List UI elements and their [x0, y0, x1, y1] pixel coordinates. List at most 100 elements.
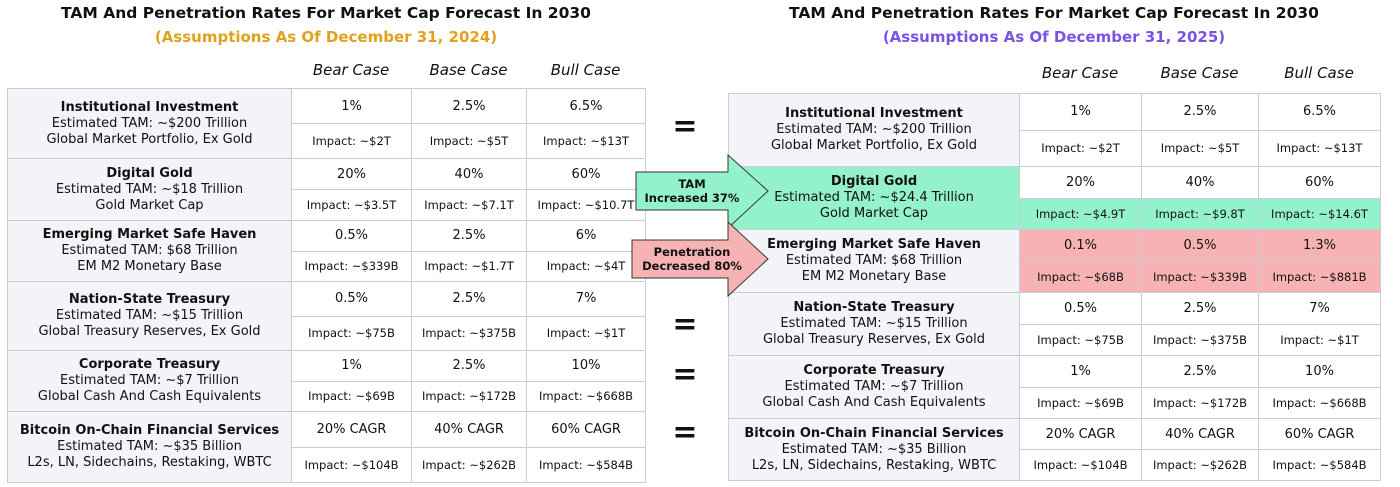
impact-value: Impact: ~$2T — [1019, 129, 1142, 167]
case-value: 1% — [291, 350, 412, 382]
tam: Estimated TAM: ~$200 Trillion — [51, 115, 248, 131]
impact-value: Impact: ~$262B — [1141, 449, 1259, 481]
row-name-cell: Digital Gold Estimated TAM: ~$18 Trillion… — [7, 158, 292, 221]
row-name-cell: Institutional Investment Estimated TAM: ~… — [728, 93, 1020, 167]
tam-base: EM M2 Monetary Base — [77, 259, 222, 274]
equals-sign: = — [672, 415, 698, 450]
impact-value: Impact: ~$69B — [291, 380, 412, 412]
case-value: 40% — [411, 158, 527, 190]
case-value: 0.5% — [1019, 292, 1142, 325]
case-value: 0.1% — [1019, 229, 1142, 262]
tam-base: Gold Market Cap — [819, 206, 929, 221]
case-value: 20% — [291, 158, 412, 190]
impact-value: Impact: ~$75B — [291, 315, 412, 351]
row: Nation-State Treasury Estimated TAM: ~$15… — [728, 292, 1381, 356]
column-header: Bear Case — [312, 61, 390, 79]
row: Bitcoin On-Chain Financial Services Estim… — [7, 411, 646, 483]
case-value: 6% — [526, 220, 646, 252]
row: Impact: ~$4.9T Impact: ~$9.8T Impact: ~$14… — [729, 197, 1381, 230]
impact-value: Impact: ~$668B — [526, 380, 646, 412]
impact-value: Impact: ~$10.7T — [526, 189, 646, 221]
table: Institutional Investment Estimated TAM: ~… — [7, 88, 646, 483]
title: TAM And Penetration Rates For Market Cap… — [61, 4, 591, 22]
arrow-line: TAM — [678, 177, 706, 191]
row: Impact: ~$75B Impact: ~$375B Impact: ~$1T — [8, 315, 646, 351]
row: Bitcoin On-Chain Financial Services Estim… — [728, 418, 1381, 481]
arrow-line: Decreased 80% — [642, 259, 742, 273]
tam-base: Global Cash And Cash Equivalents — [37, 389, 262, 404]
case-value: 1% — [1019, 355, 1142, 388]
impact-value: Impact: ~$69B — [1019, 386, 1142, 419]
row: Digital Gold Estimated TAM: ~$24.4 Trilli… — [728, 166, 1381, 230]
case-value: 0.5% — [291, 281, 412, 317]
case-value: 20% CAGR — [1019, 418, 1142, 450]
row-name: Corporate Treasury — [78, 357, 221, 372]
case-value: 2.5% — [411, 88, 527, 124]
row-name: Institutional Investment — [785, 106, 963, 121]
row-name-cell: Bitcoin On-Chain Financial Services Estim… — [728, 418, 1020, 481]
row: Impact: ~$68B Impact: ~$339B Impact: ~$881… — [729, 260, 1381, 293]
tam-base: L2s, LN, Sidechains, Restaking, WBTC — [27, 455, 272, 470]
row: Impact: ~$3.5T Impact: ~$7.1T Impact: ~$10… — [8, 189, 646, 221]
case-value: 1% — [291, 88, 412, 124]
row: Digital Gold Estimated TAM: ~$18 Trillion… — [7, 158, 646, 221]
impact-value: Impact: ~$3.5T — [291, 189, 412, 221]
tam: Estimated TAM: ~$200 Trillion — [776, 122, 972, 137]
case-value: 10% — [526, 350, 646, 382]
impact-value: Impact: ~$881B — [1258, 260, 1381, 293]
column-header: Bull Case — [1284, 64, 1354, 82]
impact-value: Impact: ~$75B — [1019, 323, 1142, 356]
equals-sign: = — [672, 109, 698, 144]
impact-value: Impact: ~$339B — [1141, 260, 1259, 293]
tam: Estimated TAM: ~$35 Billion — [57, 439, 242, 454]
tam: Estimated TAM: ~$15 Trillion — [780, 316, 968, 331]
impact-value: Impact: ~$1T — [526, 315, 646, 351]
impact-value: Impact: ~$5T — [1141, 129, 1259, 167]
subtitle: (Assumptions As Of December 31, 2025) — [882, 28, 1226, 46]
equals-sign: = — [672, 307, 698, 342]
equals-sign: = — [672, 357, 698, 392]
row-name-cell: Emerging Market Safe Haven Estimated TAM:… — [7, 220, 292, 282]
arrow-line: Penetration — [653, 245, 731, 259]
row-name-cell: Corporate Treasury Estimated TAM: ~$7 Tri… — [7, 350, 292, 412]
case-value: 1% — [1019, 93, 1142, 131]
case-value: 40% CAGR — [411, 411, 527, 448]
tam: Estimated TAM: ~$24.4 Trillion — [774, 190, 974, 205]
row-name-cell: Emerging Market Safe Haven Estimated TAM:… — [728, 229, 1020, 293]
row-name: Nation-State Treasury — [68, 292, 231, 307]
impact-value: Impact: ~$172B — [1141, 386, 1259, 419]
impact-value: Impact: ~$104B — [291, 446, 412, 483]
arrow-line: Increased 37% — [644, 191, 740, 205]
arrow — [635, 153, 769, 230]
tam-base: Global Cash And Cash Equivalents — [762, 395, 986, 410]
impact-value: Impact: ~$9.8T — [1141, 197, 1259, 230]
column-header: Base Case — [1160, 64, 1239, 82]
row: Emerging Market Safe Haven Estimated TAM:… — [728, 229, 1381, 293]
tam-base: Global Market Portfolio, Ex Gold — [46, 131, 253, 147]
arrow-label: Penetration Decreased 80% — [637, 245, 747, 273]
impact-value: Impact: ~$375B — [411, 315, 527, 351]
row-name: Digital Gold — [106, 165, 193, 181]
row-name-cell: Nation-State Treasury Estimated TAM: ~$15… — [728, 292, 1020, 356]
subtitle: (Assumptions As Of December 31, 2024) — [154, 28, 498, 46]
arrow-label: TAM Increased 37% — [637, 177, 747, 205]
row-name: Bitcoin On-Chain Financial Services — [744, 425, 1004, 441]
row-name: Corporate Treasury — [803, 363, 945, 378]
row: Impact: ~$104B Impact: ~$262B Impact: ~$58… — [8, 446, 646, 483]
tam-base: EM M2 Monetary Base — [801, 269, 947, 284]
row-name-cell: Nation-State Treasury Estimated TAM: ~$15… — [7, 281, 292, 351]
impact-value: Impact: ~$14.6T — [1258, 197, 1381, 230]
tam: Estimated TAM: $68 Trillion — [61, 243, 238, 258]
tam: Estimated TAM: ~$18 Trillion — [55, 181, 244, 197]
title: TAM And Penetration Rates For Market Cap… — [789, 4, 1319, 22]
impact-value: Impact: ~$262B — [411, 446, 527, 483]
case-value: 2.5% — [1141, 93, 1259, 131]
row-name-cell: Bitcoin On-Chain Financial Services Estim… — [7, 411, 292, 483]
case-value: 60% — [526, 158, 646, 190]
impact-value: Impact: ~$172B — [411, 380, 527, 412]
impact-value: Impact: ~$104B — [1019, 449, 1142, 481]
tam-base: Global Treasury Reserves, Ex Gold — [762, 332, 986, 347]
impact-value: Impact: ~$584B — [1258, 449, 1381, 481]
tam-base: Global Treasury Reserves, Ex Gold — [38, 324, 261, 339]
